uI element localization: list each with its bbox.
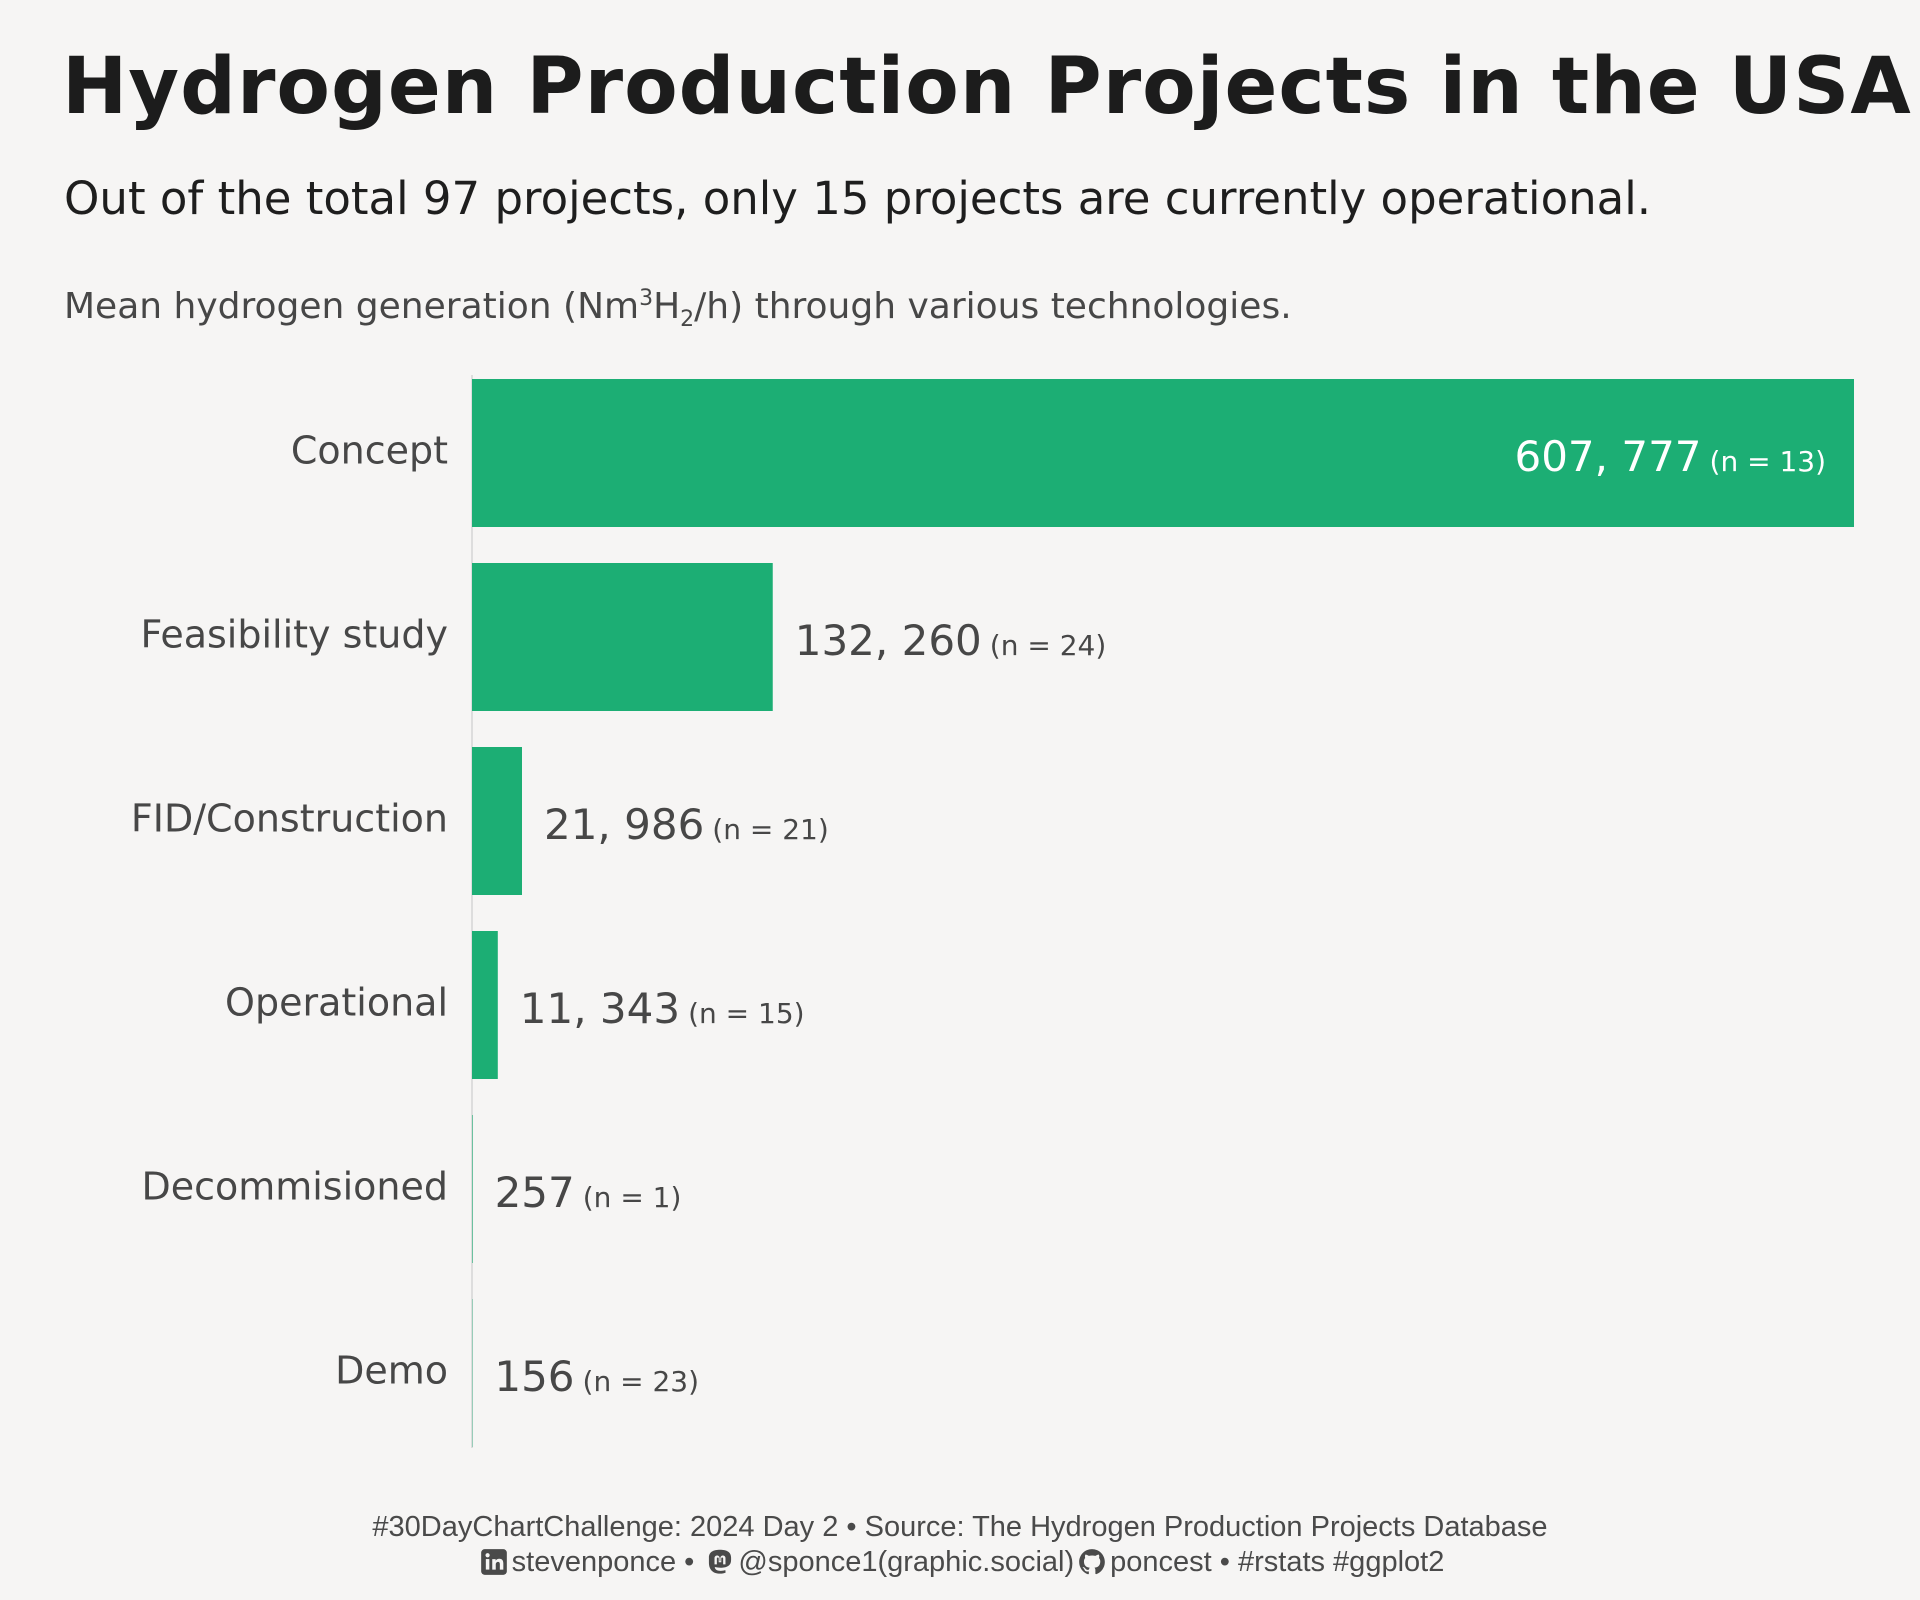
- n-count-text: (n = 24): [990, 629, 1106, 662]
- mastodon-icon: [709, 1549, 732, 1574]
- value-text: 156: [494, 1352, 574, 1401]
- linkedin-icon: [480, 1549, 507, 1575]
- plot-caption: Mean hydrogen generation (Nm3H2/h) throu…: [64, 286, 1292, 333]
- category-label-concept: Concept: [291, 429, 448, 473]
- n-count-text: (n = 23): [583, 1365, 699, 1398]
- value-label-operational: 11, 343 (n = 15): [520, 984, 805, 1033]
- footer-source: #30DayChartChallenge: 2024 Day 2 • Sourc…: [372, 1511, 1548, 1543]
- category-label-fid-construction: FID/Construction: [131, 797, 448, 841]
- value-label-fid-construction: 21, 986 (n = 21): [544, 800, 829, 849]
- n-count-text: (n = 1): [583, 1181, 682, 1214]
- bar-chart: Concept 607, 777 (n = 13) Feasibility study…: [131, 375, 1854, 1448]
- n-count-text: (n = 21): [712, 813, 828, 846]
- category-label-feasibility-study: Feasibility study: [141, 613, 448, 657]
- category-label-decommisioned: Decommisioned: [141, 1165, 448, 1209]
- value-text: 257: [495, 1168, 575, 1217]
- value-label-concept: 607, 777 (n = 13): [1514, 432, 1826, 481]
- chart-subtitle: Out of the total 97 projects, only 15 pr…: [64, 172, 1651, 225]
- bar-feasibility-study: [472, 563, 773, 711]
- n-count-text: (n = 13): [1710, 445, 1826, 478]
- bar-decommisioned: [472, 1115, 473, 1263]
- github-handle: poncest: [1110, 1546, 1212, 1578]
- linkedin-handle: stevenponce: [511, 1546, 677, 1578]
- footer-credits: stevenponce • @sponce1(graphic.social) p…: [0, 1545, 1920, 1579]
- category-label-demo: Demo: [335, 1349, 448, 1393]
- bar-operational: [472, 931, 498, 1079]
- value-label-decommisioned: 257 (n = 1): [495, 1168, 682, 1217]
- value-label-demo: 156 (n = 23): [494, 1352, 699, 1401]
- footer-tags: • #rstats #ggplot2: [1211, 1546, 1445, 1578]
- mastodon-handle: @sponce1(graphic.social): [738, 1546, 1075, 1578]
- chart-title: Hydrogen Production Projects in the USA: [62, 42, 1912, 132]
- value-text: 607, 777: [1514, 432, 1701, 481]
- value-text: 21, 986: [544, 800, 704, 849]
- github-icon: [1079, 1549, 1105, 1575]
- value-text: 11, 343: [520, 984, 680, 1033]
- bar-fid-construction: [472, 747, 522, 895]
- n-count-text: (n = 15): [688, 997, 804, 1030]
- bar-concept: [472, 379, 1854, 527]
- category-label-operational: Operational: [225, 981, 448, 1025]
- value-label-feasibility-study: 132, 260 (n = 24): [795, 616, 1107, 665]
- value-text: 132, 260: [795, 616, 982, 665]
